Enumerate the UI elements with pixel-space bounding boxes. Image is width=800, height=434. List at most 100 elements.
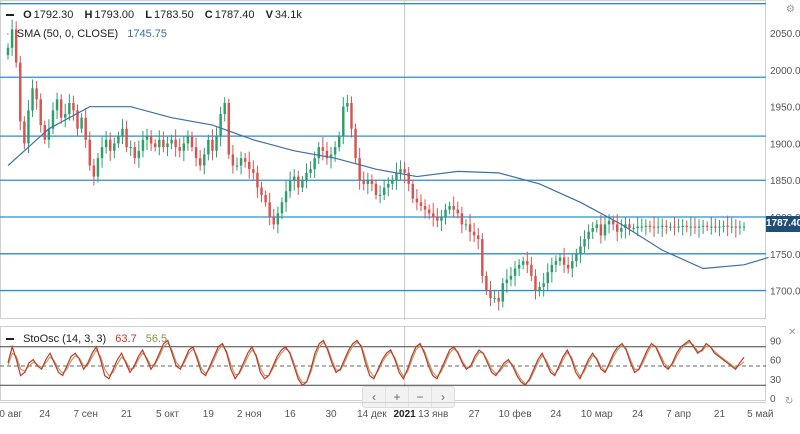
- osc-tick-label-3: 0: [770, 394, 776, 402]
- candle-body-81: [337, 136, 341, 148]
- candle-body-180: [742, 226, 746, 228]
- candle-body-51: [215, 136, 218, 151]
- candle-body-60: [252, 169, 255, 173]
- candle-body-25: [108, 139, 112, 151]
- candle-body-151: [624, 224, 627, 229]
- candle-body-154: [636, 226, 639, 229]
- candle-body-47: [198, 158, 202, 166]
- sma-value: 1745.75: [127, 28, 168, 40]
- ohlc-legend: O 1792.30 H 1793.00 L 1783.50 C 1787.40 V 34.…: [6, 9, 310, 21]
- candle-body-135: [558, 257, 562, 262]
- y-tick-label-0: 2050.00: [770, 29, 800, 40]
- zoom-out-button[interactable]: −: [409, 387, 432, 407]
- candle-body-95: [395, 172, 398, 181]
- candle-body-18: [80, 117, 83, 129]
- close-panel-icon[interactable]: ✕: [788, 327, 797, 338]
- sma-legend[interactable]: · SMA (50, 0, CLOSE) 1745.75: [6, 28, 167, 40]
- scroll-left-button[interactable]: ‹: [363, 387, 386, 407]
- candle-body-49: [207, 139, 210, 155]
- candle-body-161: [665, 225, 668, 227]
- candle-body-45: [190, 136, 194, 148]
- candle-body-140: [579, 246, 582, 254]
- candle-body-175: [722, 225, 725, 227]
- candle-body-90: [374, 183, 378, 195]
- candle-body-0: [6, 47, 10, 56]
- x-tick-label-3: 21: [121, 409, 133, 420]
- candle-body-114: [472, 231, 476, 236]
- candle-body-88: [366, 180, 370, 184]
- candle-body-153: [632, 228, 635, 230]
- candle-body-28: [121, 128, 124, 137]
- price-chart[interactable]: 2050.002000.001950.001900.001850.001800.…: [0, 0, 800, 320]
- candle-body-6: [31, 88, 34, 111]
- stoch-label: StoOsc (14, 3, 3): [23, 333, 107, 345]
- candle-body-64: [268, 202, 271, 218]
- time-axis: 10 авг 24 7 сен 21 5 окт 19 2 ноя 16 30 14 дек 202…: [0, 402, 774, 420]
- candle-body-115: [476, 235, 480, 240]
- x-tick-label-12: 27: [469, 409, 481, 420]
- candle-body-35: [149, 136, 153, 144]
- scroll-right-button[interactable]: ›: [441, 390, 445, 404]
- x-tick-label-17: 7 апр: [666, 409, 691, 420]
- candle-body-100: [415, 198, 419, 203]
- candle-body-108: [448, 205, 451, 210]
- candle-body-159: [656, 226, 660, 228]
- candle-body-55: [231, 154, 235, 166]
- settings-gear-icon[interactable]: ⚙: [786, 4, 795, 15]
- candle-body-152: [628, 224, 631, 229]
- candle-body-11: [51, 110, 55, 129]
- stochastic-legend[interactable]: StoOsc (14, 3, 3) 63.7 56.5: [6, 333, 167, 345]
- candle-body-40: [170, 139, 173, 144]
- candle-body-82: [342, 106, 345, 137]
- stoch-d-value: 56.5: [145, 333, 168, 345]
- x-tick-label-9: 14 дек: [357, 409, 387, 420]
- stoch-d-line: [7, 341, 745, 385]
- collapse-osc-icon[interactable]: [6, 338, 14, 341]
- candle-body-15: [68, 102, 71, 115]
- candle-body-134: [554, 261, 558, 265]
- candle-body-62: [260, 187, 263, 195]
- candle-body-177: [730, 226, 733, 228]
- osc-tick-label-1: 60: [770, 356, 782, 367]
- candle-body-71: [297, 176, 300, 188]
- candle-body-8: [39, 99, 42, 126]
- candle-body-48: [203, 154, 206, 166]
- candle-body-3: [19, 62, 22, 122]
- candle-body-145: [599, 224, 603, 236]
- candle-body-23: [100, 147, 104, 159]
- candle-body-73: [305, 172, 308, 181]
- candle-body-12: [55, 99, 59, 111]
- x-tick-label-14: 24: [550, 409, 562, 420]
- candle-body-119: [493, 297, 496, 299]
- candle-body-138: [571, 261, 574, 269]
- candle-body-69: [288, 180, 292, 192]
- candle-body-162: [669, 226, 672, 228]
- collapse-icon[interactable]: [6, 14, 14, 17]
- stoch-k-value: 63.7: [115, 333, 137, 345]
- y-tick-label-6: 1750.00: [770, 250, 800, 261]
- candle-body-163: [673, 226, 676, 228]
- candle-body-75: [313, 158, 316, 170]
- candle-body-2: [14, 29, 18, 63]
- candle-body-42: [178, 147, 181, 151]
- candle-body-129: [534, 275, 537, 291]
- candle-body-14: [64, 114, 67, 118]
- x-tick-label-7: 16: [285, 409, 297, 420]
- candle-body-37: [158, 139, 161, 148]
- candle-body-156: [644, 225, 648, 227]
- candle-body-84: [350, 102, 353, 129]
- zoom-in-button[interactable]: +: [386, 387, 409, 407]
- candle-body-121: [501, 283, 504, 302]
- x-tick-label-19: 5 май: [747, 409, 773, 420]
- candle-body-171: [705, 225, 709, 227]
- candle-body-24: [104, 139, 108, 148]
- candle-body-89: [370, 180, 374, 184]
- x-tick-label-13: 10 фев: [499, 408, 532, 420]
- low-value: 1783.50: [153, 9, 194, 21]
- candle-body-148: [611, 220, 615, 225]
- candle-body-174: [718, 226, 721, 228]
- refresh-icon[interactable]: ↻: [785, 396, 794, 407]
- candle-body-30: [129, 147, 132, 149]
- stochastic-oscillator-panel[interactable]: 90 60 30 0: [0, 326, 800, 402]
- close-label: C: [204, 9, 213, 21]
